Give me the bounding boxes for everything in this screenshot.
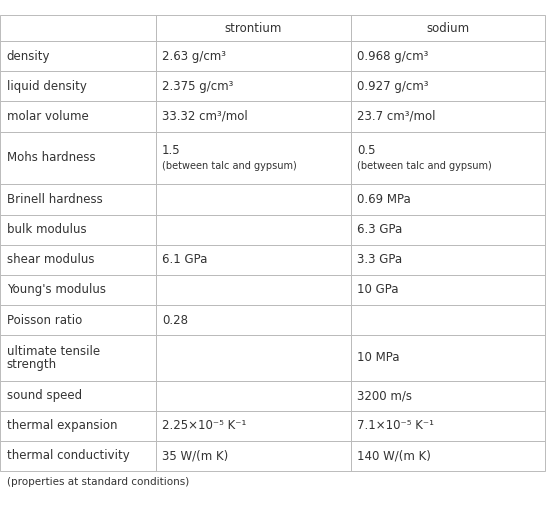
Text: 6.3 GPa: 6.3 GPa bbox=[357, 223, 402, 236]
Bar bbox=[156, 132, 351, 184]
Text: molar volume: molar volume bbox=[7, 110, 88, 123]
Text: thermal conductivity: thermal conductivity bbox=[7, 450, 129, 462]
Bar bbox=[0, 305, 156, 335]
Bar bbox=[0, 275, 156, 305]
Text: sound speed: sound speed bbox=[7, 389, 82, 402]
Text: 0.968 g/cm³: 0.968 g/cm³ bbox=[357, 50, 429, 62]
Bar bbox=[351, 411, 545, 441]
Text: ultimate tensile: ultimate tensile bbox=[7, 345, 100, 357]
Bar bbox=[0, 132, 156, 184]
Bar bbox=[0, 101, 156, 132]
Text: Mohs hardness: Mohs hardness bbox=[7, 152, 95, 164]
Bar bbox=[0, 15, 156, 41]
Bar bbox=[0, 335, 156, 380]
Bar bbox=[351, 305, 545, 335]
Bar bbox=[351, 275, 545, 305]
Text: 2.375 g/cm³: 2.375 g/cm³ bbox=[162, 80, 234, 93]
Bar bbox=[156, 184, 351, 215]
Bar bbox=[351, 41, 545, 71]
Bar bbox=[351, 441, 545, 471]
Text: 3.3 GPa: 3.3 GPa bbox=[357, 253, 402, 266]
Bar bbox=[156, 441, 351, 471]
Bar bbox=[156, 335, 351, 380]
Text: 10 GPa: 10 GPa bbox=[357, 284, 399, 296]
Bar bbox=[0, 380, 156, 411]
Text: 0.28: 0.28 bbox=[162, 314, 188, 327]
Bar bbox=[0, 245, 156, 275]
Text: 3200 m/s: 3200 m/s bbox=[357, 389, 412, 402]
Bar bbox=[351, 101, 545, 132]
Bar bbox=[156, 305, 351, 335]
Bar bbox=[351, 184, 545, 215]
Bar bbox=[156, 71, 351, 101]
Text: 23.7 cm³/mol: 23.7 cm³/mol bbox=[357, 110, 436, 123]
Bar bbox=[156, 380, 351, 411]
Text: 7.1×10⁻⁵ K⁻¹: 7.1×10⁻⁵ K⁻¹ bbox=[357, 419, 434, 432]
Bar bbox=[351, 245, 545, 275]
Text: 6.1 GPa: 6.1 GPa bbox=[162, 253, 207, 266]
Text: 2.25×10⁻⁵ K⁻¹: 2.25×10⁻⁵ K⁻¹ bbox=[162, 419, 247, 432]
Bar bbox=[0, 441, 156, 471]
Bar bbox=[0, 71, 156, 101]
Bar bbox=[156, 245, 351, 275]
Bar bbox=[156, 41, 351, 71]
Text: thermal expansion: thermal expansion bbox=[7, 419, 117, 432]
Bar bbox=[351, 15, 545, 41]
Text: bulk modulus: bulk modulus bbox=[7, 223, 86, 236]
Text: strontium: strontium bbox=[224, 22, 282, 35]
Bar bbox=[156, 15, 351, 41]
Text: density: density bbox=[7, 50, 50, 62]
Bar bbox=[156, 411, 351, 441]
Bar bbox=[0, 215, 156, 245]
Text: Young's modulus: Young's modulus bbox=[7, 284, 105, 296]
Text: 1.5: 1.5 bbox=[162, 143, 181, 157]
Text: sodium: sodium bbox=[426, 22, 470, 35]
Bar bbox=[351, 380, 545, 411]
Text: (properties at standard conditions): (properties at standard conditions) bbox=[7, 477, 189, 487]
Bar bbox=[351, 71, 545, 101]
Text: liquid density: liquid density bbox=[7, 80, 86, 93]
Text: 35 W/(m K): 35 W/(m K) bbox=[162, 450, 228, 462]
Bar bbox=[0, 411, 156, 441]
Bar bbox=[0, 41, 156, 71]
Bar bbox=[351, 335, 545, 380]
Text: Poisson ratio: Poisson ratio bbox=[7, 314, 82, 327]
Text: (between talc and gypsum): (between talc and gypsum) bbox=[162, 161, 297, 171]
Bar bbox=[156, 101, 351, 132]
Text: 33.32 cm³/mol: 33.32 cm³/mol bbox=[162, 110, 248, 123]
Text: Brinell hardness: Brinell hardness bbox=[7, 193, 102, 206]
Text: 2.63 g/cm³: 2.63 g/cm³ bbox=[162, 50, 226, 62]
Text: 140 W/(m K): 140 W/(m K) bbox=[357, 450, 431, 462]
Bar bbox=[351, 215, 545, 245]
Bar bbox=[156, 275, 351, 305]
Text: strength: strength bbox=[7, 358, 57, 371]
Text: 0.927 g/cm³: 0.927 g/cm³ bbox=[357, 80, 429, 93]
Text: 0.69 MPa: 0.69 MPa bbox=[357, 193, 411, 206]
Text: 0.5: 0.5 bbox=[357, 143, 376, 157]
Text: shear modulus: shear modulus bbox=[7, 253, 94, 266]
Text: 10 MPa: 10 MPa bbox=[357, 351, 400, 365]
Bar bbox=[351, 132, 545, 184]
Text: (between talc and gypsum): (between talc and gypsum) bbox=[357, 161, 492, 171]
Bar bbox=[156, 215, 351, 245]
Bar bbox=[0, 184, 156, 215]
